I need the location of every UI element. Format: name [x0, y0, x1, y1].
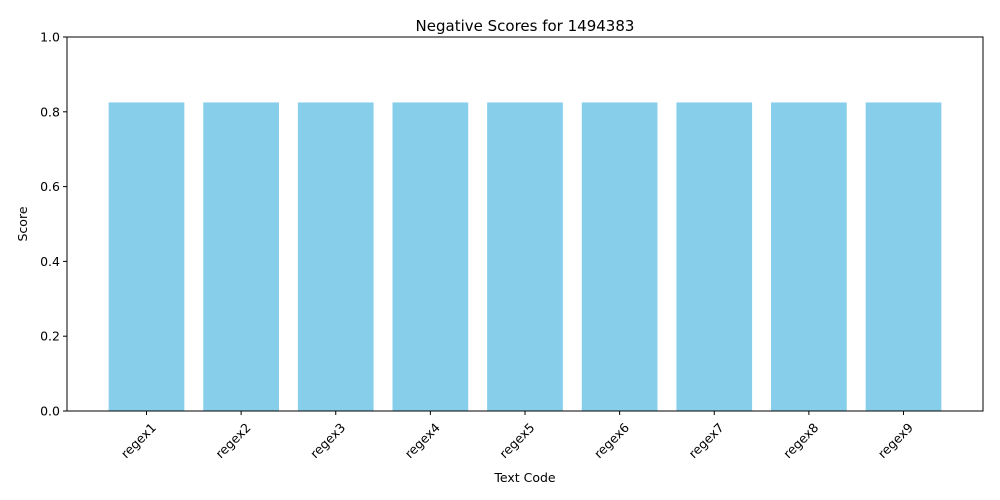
- bar-regex3: [297, 102, 374, 411]
- x-tick-label: regex7: [686, 420, 727, 461]
- y-axis-label: Score: [15, 206, 30, 241]
- axes-border: [66, 36, 984, 412]
- bar-regex9: [865, 102, 942, 411]
- y-tick-label: 1.0: [40, 30, 60, 45]
- x-tick-label: regex2: [212, 420, 253, 461]
- bar-regex5: [487, 102, 563, 411]
- x-axis-label: Text Code: [493, 470, 556, 485]
- plot-frame: [66, 36, 984, 412]
- x-tick-label: regex3: [307, 420, 348, 461]
- x-tick-label: regex6: [591, 420, 632, 461]
- x-tick-label: regex8: [780, 420, 821, 461]
- y-tick-label: 0.2: [40, 329, 60, 344]
- y-tick-label: 0.4: [40, 254, 60, 269]
- bar-regex4: [392, 102, 469, 411]
- y-tick-label: 0.0: [40, 404, 60, 419]
- chart-title: Negative Scores for 1494383: [416, 17, 635, 35]
- x-tick-label: regex9: [875, 420, 916, 461]
- bars-group: [108, 102, 942, 411]
- x-tick-label: regex5: [496, 420, 537, 461]
- y-tick-label: 0.8: [40, 104, 60, 119]
- x-tick-label: regex4: [402, 420, 443, 461]
- bar-regex2: [203, 102, 279, 411]
- y-axis-ticks: 0.0 0.2 0.4 0.6 0.8 1.0: [40, 30, 67, 419]
- x-axis-ticks: regex1 regex2 regex3 regex4 regex5 regex6 rege…: [118, 411, 916, 461]
- bar-regex6: [581, 102, 658, 411]
- y-tick-label: 0.6: [40, 179, 60, 194]
- bar-regex8: [771, 102, 847, 411]
- x-tick-label: regex1: [118, 420, 159, 461]
- bar-regex7: [676, 102, 753, 411]
- bar-regex1: [108, 102, 185, 411]
